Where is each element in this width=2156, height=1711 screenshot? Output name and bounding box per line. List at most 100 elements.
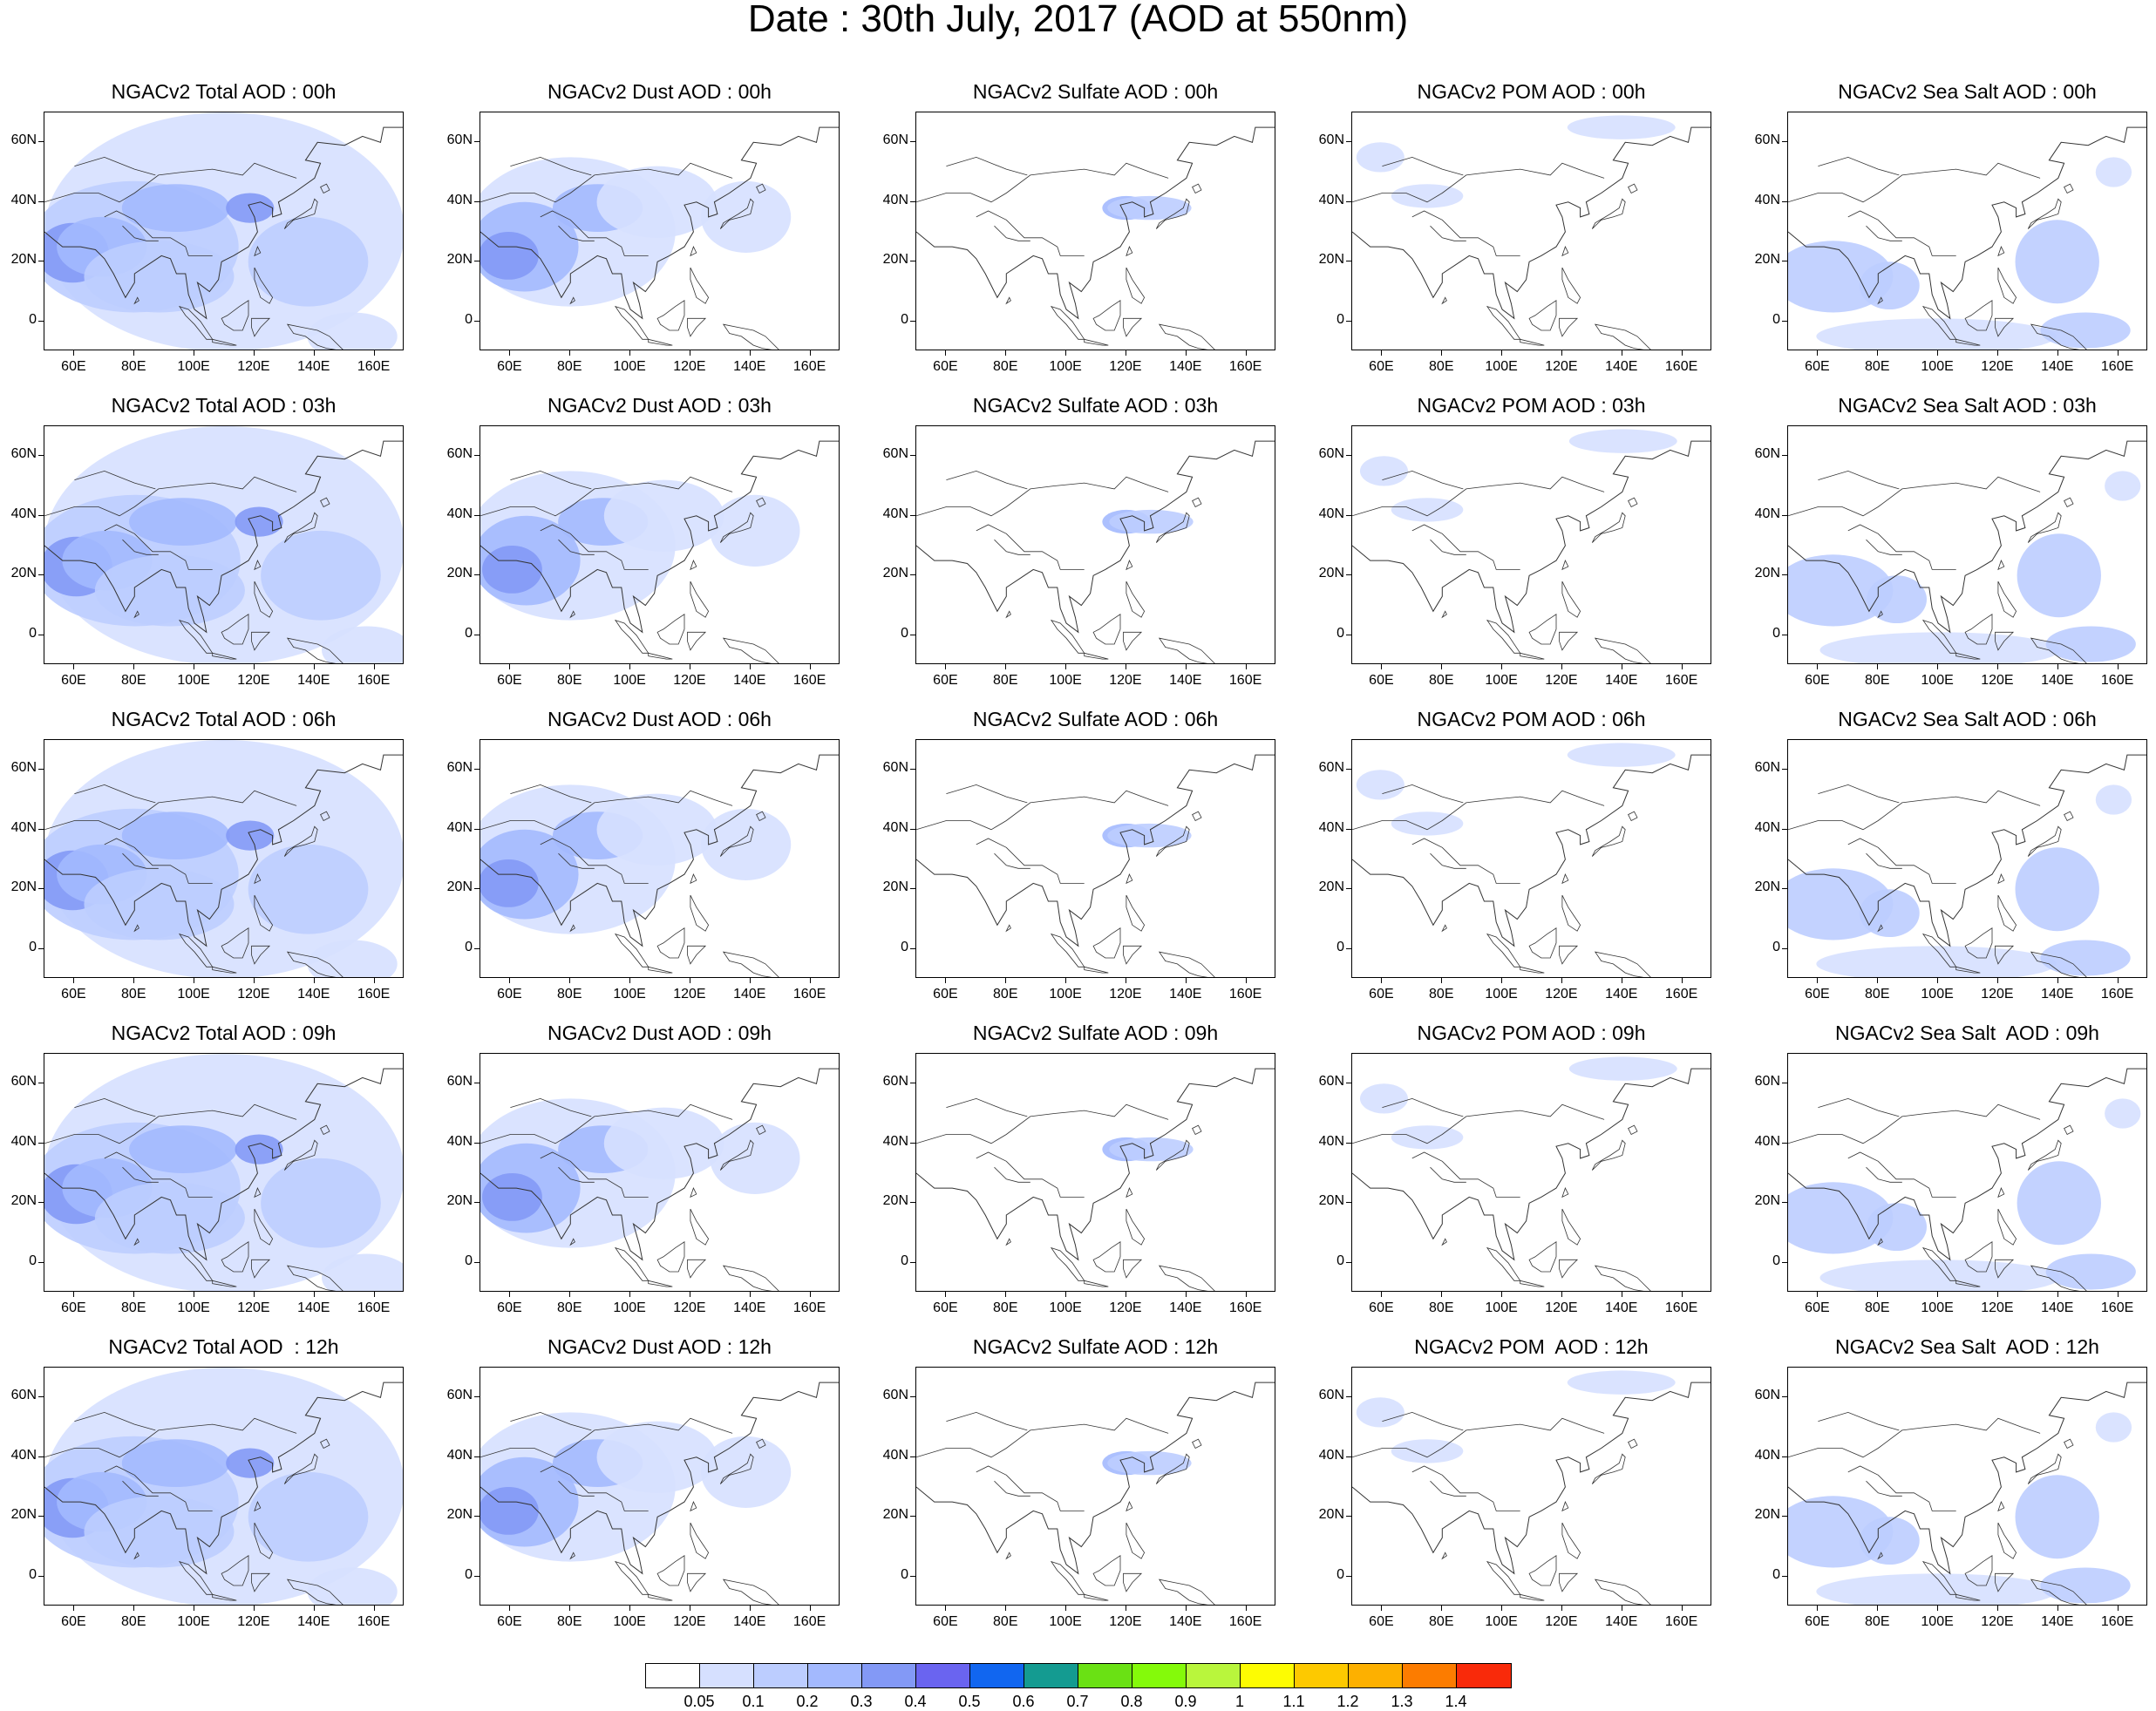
island-outline (133, 924, 139, 933)
lon-tick-label: 160E (357, 359, 391, 374)
lat-tick-label: 40N (882, 819, 908, 835)
panel-title: NGACv2 Total AOD : 06h (111, 708, 337, 730)
island-outline (1561, 1501, 1569, 1512)
island-outline (133, 610, 139, 619)
country-border (946, 156, 1028, 176)
country-border (510, 784, 592, 804)
lon-tick-label: 120E (1109, 987, 1142, 1001)
island-outline (1005, 924, 1011, 933)
aod-field (480, 784, 792, 934)
island-outline (1594, 1265, 1651, 1291)
coastline (1352, 1382, 1711, 1575)
lon-tick-mark (1561, 664, 1562, 669)
aod-blob (2040, 940, 2131, 976)
lon-tick-mark (1937, 664, 1939, 669)
island-outline (1995, 631, 2015, 651)
lat-tick-mark (910, 1516, 915, 1517)
island-outline (1486, 619, 1521, 654)
lon-tick-label: 100E (613, 1614, 646, 1629)
island-outline (614, 305, 650, 340)
map-panel-dust (479, 1053, 840, 1292)
aod-blob (1867, 1203, 1928, 1252)
island-outline (690, 267, 710, 304)
aod-field (1356, 115, 1676, 208)
island-outline (1126, 267, 1146, 304)
lon-tick-label: 140E (297, 1614, 330, 1629)
coastline (916, 440, 1275, 634)
coastline (916, 754, 1275, 947)
island-outline (212, 966, 237, 974)
country-border (976, 1465, 1085, 1511)
island-outline (1628, 811, 1638, 822)
lat-tick-label: 20N (1318, 1193, 1344, 1209)
island-outline (1995, 317, 2015, 337)
island-outline (690, 560, 697, 571)
aod-blob (248, 1471, 369, 1562)
map-svg (44, 1368, 403, 1605)
lat-tick-mark (38, 455, 44, 457)
lon-tick-label: 140E (2041, 1300, 2074, 1315)
lat-tick-mark (38, 1261, 44, 1263)
island-outline (690, 1522, 710, 1559)
island-outline (1561, 267, 1581, 304)
aod-blob (1859, 261, 1920, 310)
island-outline (2027, 512, 2062, 543)
island-outline (656, 1555, 685, 1586)
island-outline (1005, 296, 1011, 305)
lon-tick-label: 80E (993, 987, 1018, 1001)
island-outline (1155, 1453, 1190, 1484)
aod-blob (710, 1122, 800, 1194)
island-outline (1126, 581, 1146, 618)
lon-tick-label: 160E (2100, 987, 2134, 1001)
lon-tick-label: 120E (1981, 673, 2014, 688)
lon-tick-label: 60E (1369, 1300, 1394, 1315)
lat-tick-label: 60N (1754, 1074, 1780, 1090)
lat-tick-label: 40N (1754, 1447, 1780, 1463)
colorbar-label: 0.2 (796, 1693, 819, 1710)
lon-tick-mark (1441, 350, 1443, 356)
lon-tick-mark (2057, 664, 2058, 669)
lon-tick-label: 120E (1109, 1300, 1142, 1315)
aod-blob (1788, 1182, 1894, 1254)
lon-tick-mark (809, 1606, 811, 1611)
lon-tick-label: 100E (177, 359, 210, 374)
lat-tick-label: 60N (1754, 1388, 1780, 1403)
lat-tick-mark (1346, 1516, 1351, 1517)
lat-tick-label: 60N (446, 132, 473, 148)
island-outline (254, 560, 262, 571)
lon-tick-label: 140E (1169, 359, 1202, 374)
lon-tick-label: 120E (237, 673, 270, 688)
map-panel-seasalt (1787, 112, 2147, 350)
island-outline (1997, 560, 2005, 571)
colorbar-cell (1295, 1664, 1349, 1687)
aod-field (1788, 1412, 2132, 1605)
lat-tick-label: 40N (1318, 192, 1344, 207)
lat-tick-label: 40N (446, 1133, 473, 1149)
aod-blob (1391, 1439, 1464, 1463)
lon-tick-label: 160E (1228, 359, 1262, 374)
island-outline (1561, 560, 1569, 571)
island-outline (1092, 300, 1121, 331)
lat-tick-label: 0 (465, 1566, 473, 1582)
country-border (540, 1465, 649, 1511)
lon-tick-mark (1996, 664, 1998, 669)
lat-tick-mark (1346, 455, 1351, 457)
aod-blob (2095, 1412, 2132, 1443)
island-outline (2027, 198, 2062, 229)
lon-tick-mark (1441, 1292, 1443, 1297)
lat-tick-mark (474, 947, 479, 949)
lon-tick-mark (945, 1606, 947, 1611)
country-border (1866, 852, 1902, 869)
lon-tick-label: 120E (673, 1614, 706, 1629)
lat-tick-mark (474, 455, 479, 457)
lon-tick-mark (945, 978, 947, 983)
lon-tick-label: 80E (1865, 1300, 1890, 1315)
lon-tick-label: 160E (1228, 673, 1262, 688)
lat-tick-label: 60N (1318, 132, 1344, 148)
lon-tick-mark (1065, 664, 1067, 669)
island-outline (719, 512, 754, 543)
lat-tick-label: 40N (1754, 192, 1780, 207)
lon-tick-label: 140E (1605, 1614, 1638, 1629)
lon-tick-label: 100E (613, 987, 646, 1001)
colorbar-label: 0.3 (850, 1693, 873, 1710)
